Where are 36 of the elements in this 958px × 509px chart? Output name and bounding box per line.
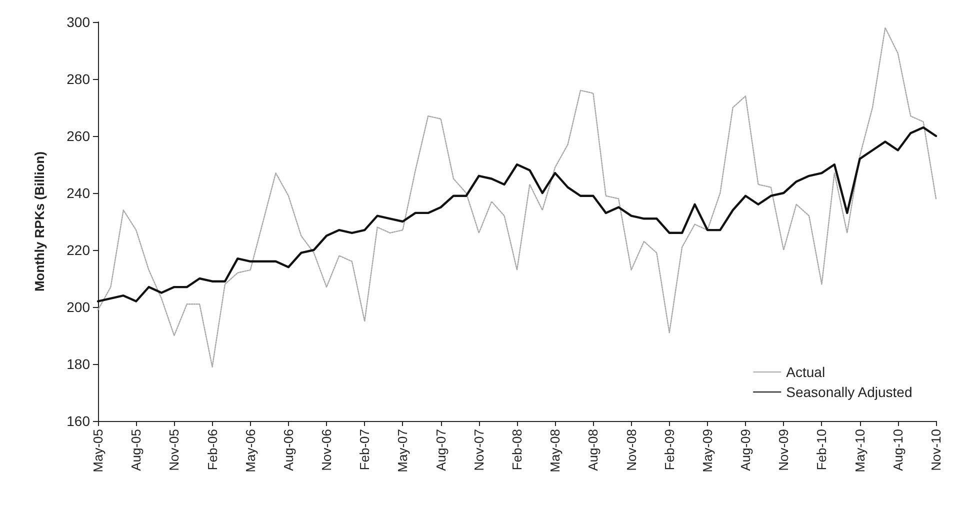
line-series (97, 27, 937, 368)
x-tick-label: Feb-08 (510, 429, 524, 470)
x-tick-label: Feb-07 (357, 429, 372, 470)
x-tick-label: Feb-06 (204, 429, 220, 470)
x-tick-label: May-05 (90, 429, 106, 472)
x-tick-label: May-08 (548, 429, 563, 472)
y-tick-label: 240 (66, 185, 90, 201)
x-tick-label: Aug-08 (586, 429, 601, 471)
legend-label: Seasonally Adjusted (786, 384, 912, 400)
y-tick-label: 200 (66, 299, 90, 315)
y-tick-label: 280 (66, 71, 90, 87)
y-tick-label: 160 (66, 413, 90, 429)
x-tick-label: Nov-09 (776, 429, 792, 471)
x-tick-label: Feb-09 (662, 429, 677, 470)
x-tick-label: May-07 (395, 429, 410, 472)
x-tick-label: May-10 (852, 429, 868, 472)
x-tick-label: Feb-10 (814, 429, 830, 470)
x-tick-label: Nov-06 (319, 429, 334, 471)
x-tick-label: May-09 (700, 429, 715, 472)
x-tick-label: Aug-05 (128, 429, 144, 471)
y-tick-label: 180 (66, 356, 90, 372)
x-tick-label: Nov-07 (471, 429, 486, 471)
x-tick-label: Aug-07 (433, 429, 448, 471)
y-axis-title: Monthly RPKs (Billion) (32, 151, 47, 292)
x-tick-label: Aug-10 (890, 429, 906, 471)
x-tick-label: Aug-09 (738, 429, 754, 471)
x-tick-label: May-06 (242, 429, 258, 472)
x-tick-label: Nov-08 (624, 429, 639, 471)
x-tick-label: Nov-10 (928, 429, 944, 471)
x-tick-label: Aug-06 (280, 429, 296, 471)
line-series (96, 126, 938, 302)
legend-label: Actual (786, 364, 826, 380)
y-tick-label: 220 (66, 242, 90, 258)
y-tick-label: 300 (66, 14, 90, 30)
x-tick-label: Nov-05 (166, 429, 182, 471)
y-tick-label: 260 (66, 128, 90, 144)
